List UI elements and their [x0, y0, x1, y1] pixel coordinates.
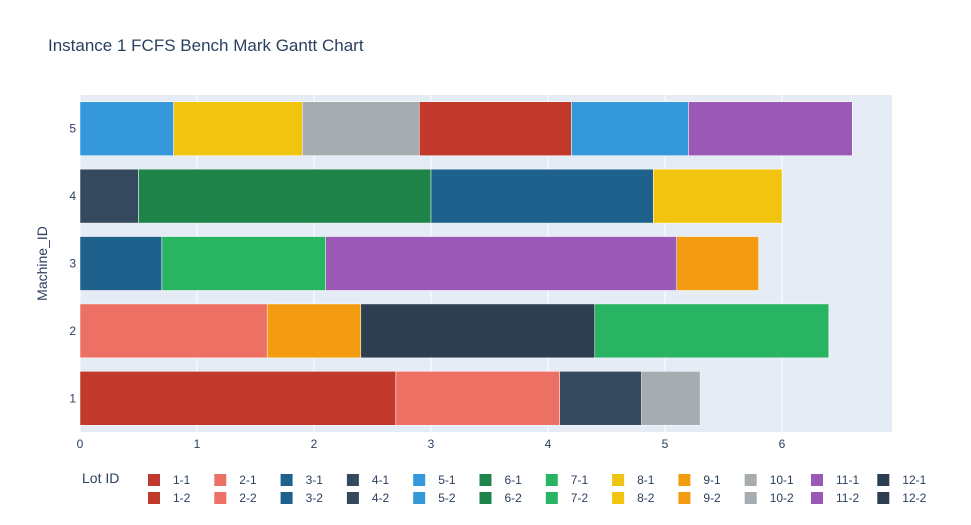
y-tick-label: 4 — [69, 189, 76, 203]
x-axis-ticks: 0 1 2 3 4 5 6 — [77, 437, 786, 451]
legend-label: 7-1 — [571, 473, 589, 487]
legend-label: 9-1 — [703, 473, 721, 487]
chart-title: Instance 1 FCFS Bench Mark Gantt Chart — [48, 36, 364, 55]
y-tick-label: 5 — [69, 122, 76, 136]
legend-swatch — [479, 474, 492, 486]
task-bar — [594, 303, 830, 359]
legend-label: 5-2 — [438, 491, 456, 505]
legend-label: 8-2 — [637, 491, 655, 505]
legend-swatch — [346, 474, 359, 486]
legend-swatch — [877, 492, 890, 504]
legend-label: 9-2 — [703, 491, 721, 505]
legend-label: 11-2 — [836, 491, 859, 505]
legend-label: 6-1 — [505, 473, 523, 487]
task-bar — [430, 168, 654, 224]
legend-title: Lot ID — [82, 470, 119, 486]
legend-label: 5-1 — [438, 473, 456, 487]
task-bar — [676, 236, 759, 291]
legend-swatch — [744, 492, 757, 504]
task-bar — [79, 236, 163, 291]
task-bar — [419, 101, 572, 156]
legend-swatch — [612, 474, 625, 486]
legend-swatch — [413, 474, 426, 486]
legend-label: 1-2 — [173, 491, 191, 505]
task-bar — [688, 101, 853, 156]
legend-label: 8-1 — [637, 473, 655, 487]
legend-swatch — [148, 474, 160, 486]
task-bar — [641, 371, 701, 426]
legend-swatch — [413, 492, 426, 504]
x-tick-label: 6 — [779, 437, 786, 451]
legend-label: 4-1 — [372, 473, 390, 487]
legend-swatch — [280, 474, 293, 486]
legend-label: 4-2 — [372, 491, 390, 505]
legend-swatch — [214, 474, 227, 486]
legend-swatch — [678, 474, 691, 486]
legend-swatch — [346, 492, 359, 504]
legend-label: 7-2 — [571, 491, 589, 505]
legend-label: 10-1 — [770, 473, 794, 487]
task-bar — [79, 303, 268, 359]
task-bar — [325, 236, 677, 291]
task-bars — [79, 101, 853, 426]
task-bar — [79, 168, 139, 224]
task-bar — [79, 371, 397, 426]
legend-swatch — [214, 492, 227, 504]
legend-label: 3-1 — [306, 473, 324, 487]
task-bar — [571, 101, 689, 156]
task-bar — [79, 101, 174, 156]
y-tick-label: 3 — [69, 257, 76, 271]
legend-swatch — [877, 474, 890, 486]
legend-swatch — [280, 492, 293, 504]
legend-label: 11-1 — [836, 473, 859, 487]
legend-label: 2-2 — [239, 491, 257, 505]
x-tick-label: 4 — [545, 437, 552, 451]
legend-label: 12-1 — [902, 473, 926, 487]
y-tick-label: 1 — [69, 391, 76, 405]
task-bar — [559, 371, 642, 426]
x-tick-label: 5 — [662, 437, 669, 451]
task-bar — [360, 303, 596, 359]
x-tick-label: 2 — [311, 437, 318, 451]
legend-swatch — [678, 492, 691, 504]
legend-swatch — [545, 492, 558, 504]
legend-swatch — [545, 474, 558, 486]
legend-label: 12-2 — [902, 491, 926, 505]
legend-swatch — [811, 492, 823, 504]
legend: 1-1 2-1 3-1 4-1 5-1 6-1 7-1 8-1 9-1 10-1 11-1 12-1 1… — [148, 473, 927, 505]
task-bar — [138, 168, 432, 224]
y-axis-label: Machine_ID — [34, 226, 50, 301]
legend-swatch — [479, 492, 492, 504]
legend-label: 10-2 — [770, 491, 794, 505]
task-bar — [653, 168, 783, 224]
legend-swatch — [148, 492, 160, 504]
task-bar — [173, 101, 303, 156]
task-bar — [395, 371, 560, 426]
legend-label: 3-2 — [306, 491, 324, 505]
legend-swatch — [612, 492, 625, 504]
task-bar — [161, 236, 326, 291]
legend-label: 6-2 — [505, 491, 523, 505]
task-bar — [266, 303, 362, 359]
x-tick-label: 3 — [428, 437, 435, 451]
y-tick-label: 2 — [69, 324, 76, 338]
y-axis-ticks: 1 2 3 4 5 — [69, 122, 76, 406]
legend-swatch — [811, 474, 823, 486]
legend-swatch — [744, 474, 757, 486]
task-bar — [302, 101, 420, 156]
legend-label: 1-1 — [173, 473, 191, 487]
legend-label: 2-1 — [239, 473, 257, 487]
x-tick-label: 0 — [77, 437, 84, 451]
x-tick-label: 1 — [194, 437, 201, 451]
